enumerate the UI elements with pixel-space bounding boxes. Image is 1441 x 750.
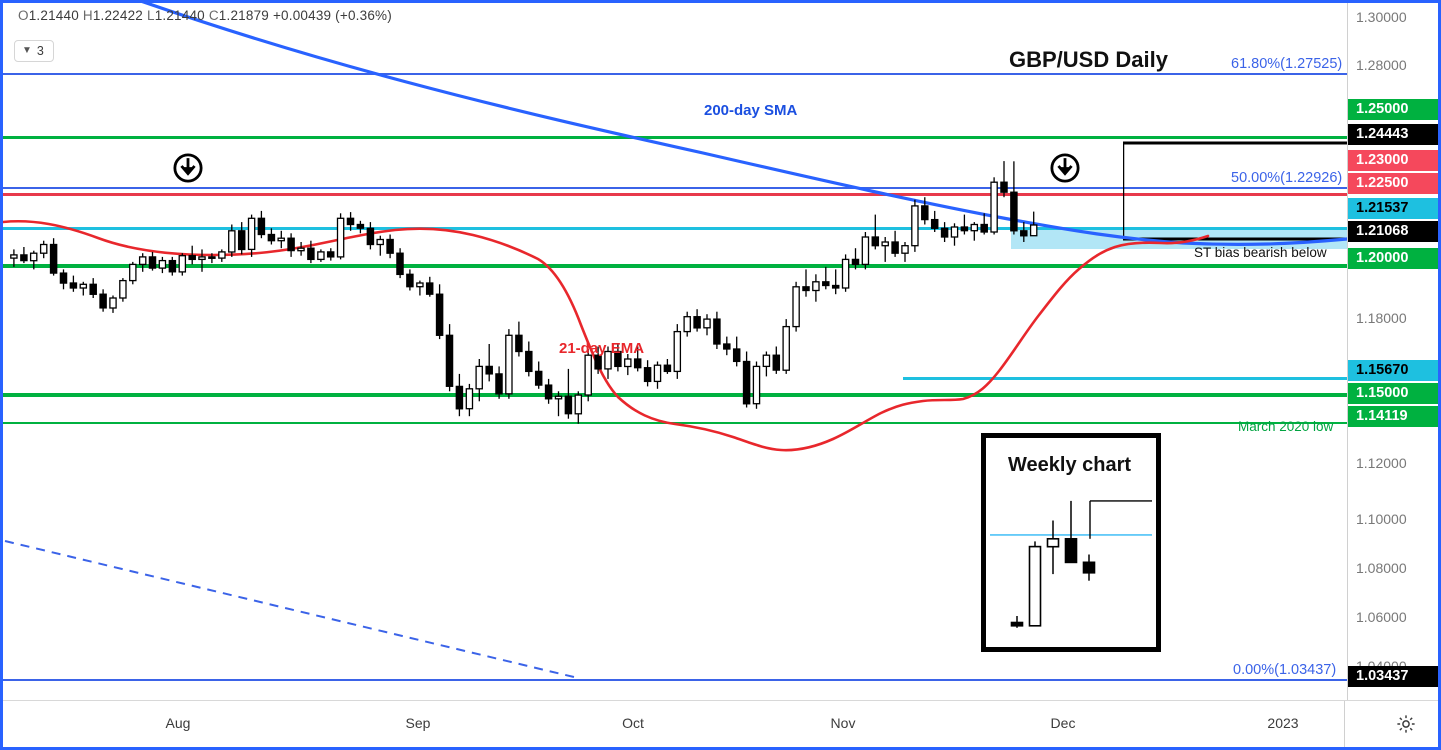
interval-dropdown-button[interactable]: ▼ 3 <box>14 40 54 62</box>
ohlc-readout: O1.21440 H1.22422 L1.21440 C1.21879 +0.0… <box>18 8 392 23</box>
time-axis-label-Aug: Aug <box>165 715 191 731</box>
time-axis-label-Dec: Dec <box>1050 715 1076 731</box>
price-axis-tick: 1.18000 <box>1356 310 1407 326</box>
level-line-1.15000 <box>3 393 1347 397</box>
price-tag-1.25000[interactable]: 1.25000 <box>1348 99 1438 120</box>
axis-divider <box>3 700 1438 701</box>
chart-plot-area[interactable]: GBP/USD Daily 61.80%(1.27525) 50.00%(1.2… <box>3 3 1347 700</box>
price-tag-1.21068[interactable]: 1.21068 <box>1348 221 1438 242</box>
ema-21-label: 21-day EMA <box>559 340 645 357</box>
ema-21-line <box>3 219 1210 452</box>
page-title: GBP/USD Daily <box>1009 47 1168 72</box>
low-label: L <box>146 8 155 23</box>
sma-200-label: 200-day SMA <box>704 102 798 119</box>
time-axis-label-2023: 2023 <box>1267 715 1299 731</box>
price-axis[interactable]: 1.300001.280001.260001.240001.220001.180… <box>1347 3 1438 700</box>
dashed-trendline <box>4 540 579 679</box>
weekly-candlestick-series <box>990 500 1152 628</box>
close-value: 1.21879 <box>218 8 269 23</box>
price-tag-1.15000[interactable]: 1.15000 <box>1348 383 1438 404</box>
interval-dropdown-value: 3 <box>36 44 44 58</box>
level-line-1.25000 <box>3 136 1347 139</box>
price-axis-tick: 1.08000 <box>1356 560 1407 576</box>
price-tag-1.23000[interactable]: 1.23000 <box>1348 150 1438 171</box>
time-axis-divider <box>1344 701 1345 747</box>
candlestick-series <box>10 161 1038 424</box>
price-axis-tick: 1.30000 <box>1356 9 1407 25</box>
fib-label-618: 61.80%(1.27525) <box>1231 56 1343 72</box>
price-tag-1.14119[interactable]: 1.14119 <box>1348 406 1438 427</box>
fib-label-000: 0.00%(1.03437) <box>1233 662 1337 678</box>
level-line-1.03437-fib <box>3 679 1347 681</box>
measured-move-bracket <box>1123 141 1347 241</box>
price-axis-tick: 1.06000 <box>1356 609 1407 625</box>
price-tag-1.22500[interactable]: 1.22500 <box>1348 173 1438 194</box>
weekly-chart-inset[interactable]: Weekly chart <box>981 433 1161 652</box>
level-line-1.27525-fib <box>3 73 1347 75</box>
price-tag-1.21537[interactable]: 1.21537 <box>1348 198 1438 219</box>
open-label: O <box>18 8 29 23</box>
time-axis-label-Sep: Sep <box>405 715 431 731</box>
st-bias-label: ST bias bearish below <box>1194 245 1327 260</box>
level-line-1.20000 <box>3 264 1347 268</box>
open-value: 1.21440 <box>28 8 79 23</box>
price-tag-1.15670[interactable]: 1.15670 <box>1348 360 1438 381</box>
price-axis-tick: 1.10000 <box>1356 511 1407 527</box>
down-arrow-marker-2 <box>1050 153 1080 183</box>
level-line-1.21537 <box>3 227 1347 230</box>
march-2020-low-label: March 2020 low <box>1238 419 1334 434</box>
gear-icon[interactable] <box>1395 713 1417 735</box>
fib-label-500: 50.00%(1.22926) <box>1231 170 1343 186</box>
price-axis-tick: 1.28000 <box>1356 57 1407 73</box>
price-tag-1.24443[interactable]: 1.24443 <box>1348 124 1438 145</box>
time-axis-label-Nov: Nov <box>830 715 856 731</box>
high-value: 1.22422 <box>92 8 144 23</box>
close-label: C <box>208 8 219 23</box>
chevron-down-icon: ▼ <box>22 45 32 56</box>
change-value: +0.00439 (+0.36%) <box>272 8 392 23</box>
sma-200-line <box>141 3 1347 247</box>
level-line-1.22926-fib <box>3 187 1347 189</box>
level-line-1.15670 <box>903 377 1347 380</box>
price-tag-1.20000[interactable]: 1.20000 <box>1348 248 1438 269</box>
low-value: 1.21440 <box>154 8 205 23</box>
price-tag-1.03437[interactable]: 1.03437 <box>1348 666 1438 687</box>
level-line-1.22500 <box>3 193 1347 196</box>
down-arrow-marker-1 <box>173 153 203 183</box>
time-axis-label-Oct: Oct <box>622 715 644 731</box>
time-axis[interactable]: Aug Sep Oct Nov Dec 2023 <box>3 701 1438 747</box>
high-label: H <box>82 8 93 23</box>
price-axis-tick: 1.12000 <box>1356 455 1407 471</box>
weekly-chart-inset-title: Weekly chart <box>1008 454 1132 476</box>
